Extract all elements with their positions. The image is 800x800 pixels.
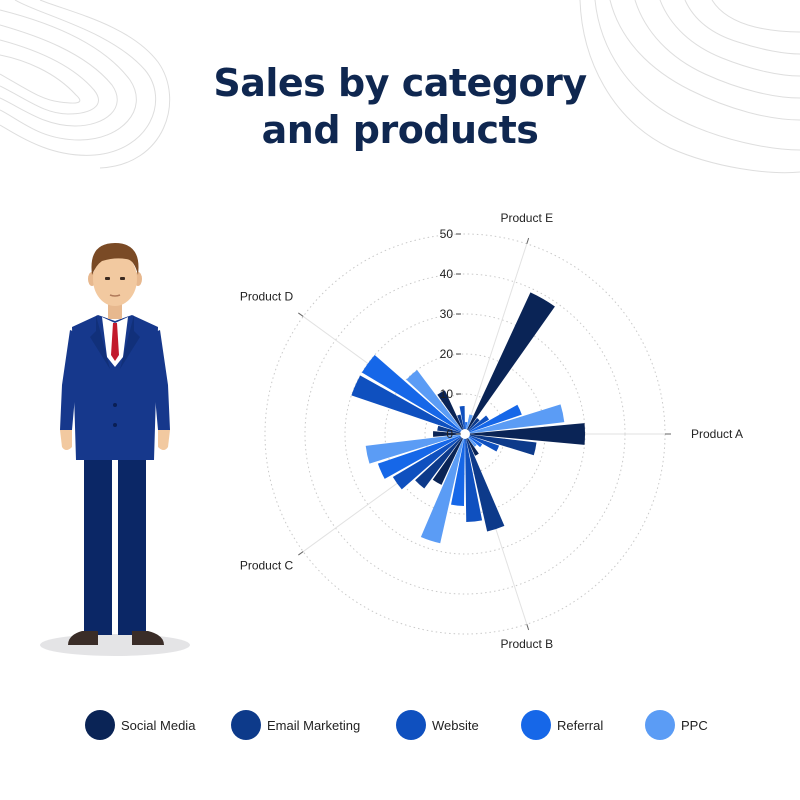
legend-swatch: [85, 710, 115, 740]
radial-tick-label: 50: [440, 227, 454, 241]
radial-tick-label: 0: [446, 427, 453, 441]
legend-label: Social Media: [121, 717, 196, 733]
chart-center: [460, 429, 470, 439]
legend-swatch: [396, 710, 426, 740]
legend-swatch: [231, 710, 261, 740]
bar-email-marketing: [415, 434, 465, 489]
legend-label: Website: [432, 717, 479, 733]
legend-item: Referral: [521, 709, 603, 741]
bar-website: [465, 434, 483, 522]
person-mouth: [109, 294, 121, 297]
bar-website: [392, 434, 465, 490]
page-title: Sales by category and products: [0, 60, 800, 154]
category-tick: [298, 551, 304, 556]
bar-email-marketing: [465, 434, 537, 456]
bar-social-media: [465, 423, 586, 445]
title-line-2: and products: [261, 108, 539, 152]
person-left-hand: [60, 430, 72, 450]
bar-email-marketing: [465, 434, 505, 532]
bar-website: [465, 434, 500, 452]
businessman-illustration: [40, 243, 190, 656]
category-label: Product C: [240, 559, 294, 573]
bar-ppc: [365, 434, 465, 464]
bar-ppc: [465, 404, 565, 434]
bar-email-marketing: [457, 414, 465, 434]
radial-tick-label: 10: [440, 387, 454, 401]
legend-item: Social Media: [85, 709, 195, 741]
bar-social-media: [465, 434, 479, 456]
bar-referral: [377, 434, 465, 479]
person-shadow: [40, 634, 190, 656]
bar-social-media: [465, 292, 555, 434]
person-hair: [91, 243, 139, 275]
legend-label: Email Marketing: [267, 717, 361, 733]
bar-social-media: [432, 434, 465, 485]
person-left-lapel: [90, 315, 110, 369]
category-label: Product A: [691, 427, 743, 441]
angular-category-labels: Product A Product B Product C Product D Prod…: [240, 211, 743, 651]
person-left-shoe: [68, 631, 98, 645]
bar-referral: [465, 404, 522, 434]
category-spoke: [464, 243, 528, 435]
radial-tick-label: 40: [440, 267, 454, 281]
legend-item: PPC: [645, 709, 708, 741]
category-tick: [526, 237, 530, 244]
person-left-eye: [105, 277, 110, 280]
category-tick: [526, 624, 530, 631]
person-right-lapel: [120, 315, 140, 369]
radial-tick-label: 30: [440, 307, 454, 321]
bar-website: [465, 415, 490, 434]
legend-label: Referral: [557, 717, 604, 733]
radial-ticks: 0 10 20 30 40 50: [440, 227, 461, 441]
person-right-shoe: [132, 631, 164, 645]
bar-email-marketing: [437, 425, 465, 434]
bar-website: [351, 375, 465, 434]
bar-social-media: [432, 431, 465, 437]
category-label: Product D: [240, 289, 294, 303]
bar-ppc: [406, 369, 465, 434]
jacket-button: [113, 423, 117, 427]
chart-bars: [351, 292, 586, 544]
bar-social-media: [437, 390, 465, 434]
person-left-leg: [84, 450, 112, 635]
person-face: [93, 252, 137, 306]
legend-swatch: [521, 710, 551, 740]
person-jacket: [72, 315, 158, 460]
title-line-1: Sales by category: [213, 61, 587, 105]
legend-item: Email Marketing: [231, 709, 360, 741]
legend-swatch: [645, 710, 675, 740]
category-label: Product E: [500, 211, 553, 225]
bar-website: [459, 406, 465, 434]
radial-tick-label: 20: [440, 347, 454, 361]
category-tick: [298, 312, 304, 317]
category-label: Product B: [500, 637, 553, 651]
legend-item: Website: [396, 709, 479, 741]
bar-referral: [361, 354, 465, 434]
bar-referral: [451, 434, 465, 506]
chart-legend: Social Media Email Marketing Website Referr…: [85, 709, 765, 741]
bar-ppc: [420, 434, 465, 544]
legend-label: PPC: [681, 717, 708, 733]
person-right-hand: [158, 430, 170, 450]
bar-ppc: [465, 414, 473, 434]
person-right-leg: [118, 450, 146, 635]
bar-referral: [465, 434, 483, 448]
person-right-eye: [120, 277, 125, 280]
person-tie: [111, 323, 119, 361]
bar-email-marketing: [465, 417, 480, 434]
jacket-button: [113, 403, 117, 407]
